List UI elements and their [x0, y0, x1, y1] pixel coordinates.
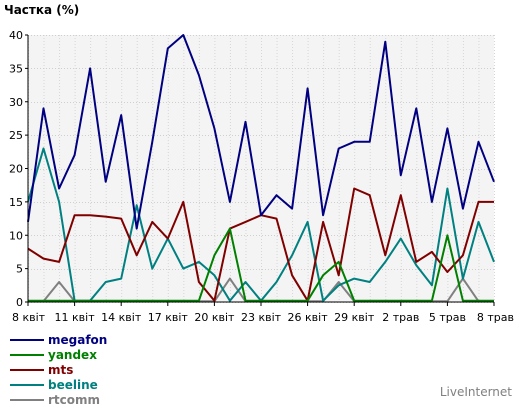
x-tick-label: 23 квіт	[241, 311, 282, 324]
brand-label: LiveInternet	[439, 385, 512, 399]
legend-swatch-beeline	[10, 384, 44, 386]
x-tick-label: 2 трав	[382, 311, 419, 324]
y-tick-label: 20	[9, 163, 23, 176]
x-tick-label: 11 квіт	[55, 311, 96, 324]
legend: megafon yandex mts beeline rtcomm	[8, 333, 168, 408]
legend-label-megafon: megafon	[48, 333, 108, 347]
legend-item-beeline: beeline	[8, 378, 168, 393]
x-tick-label: 17 квіт	[148, 311, 189, 324]
y-tick-label: 5	[16, 263, 23, 276]
legend-label-rtcomm: rtcomm	[48, 393, 101, 407]
legend-swatch-megafon	[10, 339, 44, 341]
legend-item-megafon: megafon	[8, 333, 168, 348]
plot-area: 0 5 10 15 20 25 30 35 40 8 квіт 11 квіт 14 квіт 17 к…	[9, 29, 514, 324]
legend-item-rtcomm: rtcomm	[8, 393, 168, 408]
y-tick-label: 35	[9, 62, 23, 75]
x-tick-label: 29 квіт	[334, 311, 375, 324]
x-tick-label: 14 квіт	[101, 311, 142, 324]
chart-title: Частка (%)	[4, 3, 79, 17]
legend-swatch-yandex	[10, 354, 44, 356]
y-tick-label: 10	[9, 229, 23, 242]
legend-label-beeline: beeline	[48, 378, 98, 392]
y-tick-label: 30	[9, 96, 23, 109]
y-tick-label: 25	[9, 129, 23, 142]
legend-label-mts: mts	[48, 363, 74, 377]
x-tick-label: 26 квіт	[288, 311, 329, 324]
y-tick-label: 15	[9, 196, 23, 209]
plot-background	[28, 35, 494, 302]
y-tick-label: 40	[9, 29, 23, 42]
y-tick-label: 0	[16, 296, 23, 309]
x-tick-label: 8 квіт	[12, 311, 46, 324]
series-line-yandex	[28, 227, 494, 302]
series-line-megafon	[27, 34, 495, 230]
legend-item-yandex: yandex	[8, 348, 168, 363]
x-tick-label: 8 трав	[477, 311, 514, 324]
x-tick-label: 20 квіт	[194, 311, 235, 324]
legend-swatch-rtcomm	[10, 399, 44, 401]
legend-item-mts: mts	[8, 363, 168, 378]
legend-swatch-mts	[10, 369, 44, 371]
x-tick-label: 5 трав	[429, 311, 466, 324]
legend-label-yandex: yandex	[48, 348, 97, 362]
line-chart: Частка (%) 0 5 10 15 20 25 30 35 40 8 квіт 11 квіт…	[4, 3, 514, 324]
